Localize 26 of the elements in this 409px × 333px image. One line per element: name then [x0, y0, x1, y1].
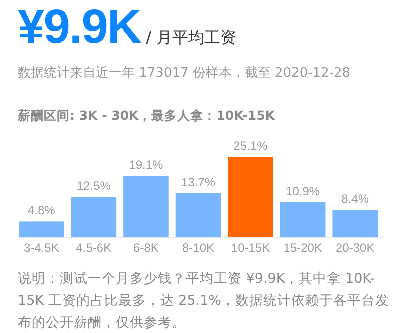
- text: 说明：测试一个月多少钱？平均工资 ¥9.9K，其中拿 10K-15K 工资的占比最多，达 25.1%，数据统计依赖于各平台发布的公开薪酬，仅供参考。: [18, 270, 390, 333]
- bar: [332, 210, 378, 237]
- x-tick-label: 8-10K: [182, 241, 215, 255]
- data-label: 19.1%: [129, 158, 164, 172]
- data-label: 13.7%: [181, 175, 216, 190]
- x-tick-label: 15-20K: [284, 241, 322, 255]
- x-tick-label: 10-15K: [231, 241, 270, 255]
- data-label: 12.5%: [76, 179, 112, 194]
- bar: [124, 176, 169, 237]
- bar: [228, 157, 274, 237]
- chart-subtitle: / 月平均工资: [145, 28, 237, 47]
- bar: [280, 202, 326, 237]
- data-label: 10.9%: [286, 184, 320, 198]
- data-label: 4.8%: [28, 204, 56, 218]
- x-tick-label: 3-4.5K: [24, 241, 60, 255]
- bar: [19, 222, 64, 237]
- data-label: 8.4%: [342, 192, 370, 206]
- text: 薪酬区间: 3K - 30K，最多人拿：10K-15K: [18, 108, 275, 125]
- bar: [71, 197, 117, 237]
- text: 数据统计来自近一年 173017 份样本，截至 2020-12-28: [18, 65, 351, 82]
- x-tick-label: 4.5-6K: [76, 241, 112, 255]
- data-label: 25.1%: [234, 139, 268, 153]
- x-tick-label: 20-30K: [336, 241, 375, 255]
- chart-title: ¥9.9K: [18, 1, 142, 54]
- x-tick-label: 6-8K: [134, 241, 159, 255]
- bar: [176, 193, 222, 237]
